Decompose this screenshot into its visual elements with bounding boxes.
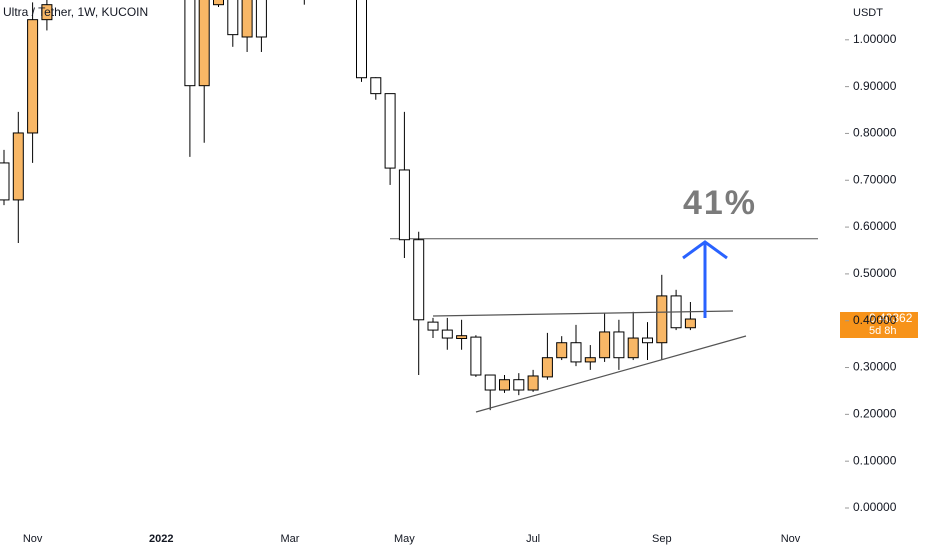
candle-body (0, 162, 10, 201)
candle-body (599, 331, 611, 359)
annotation: 41% (683, 184, 757, 222)
candle-body (613, 331, 625, 359)
countdown: 5d 8h (869, 325, 897, 337)
candle-body (684, 318, 696, 329)
y-tick-label: 0.30000 (853, 360, 897, 374)
candle-body (356, 0, 367, 79)
y-tick-label: 0.40000 (853, 313, 897, 327)
candle-body (384, 93, 396, 169)
candle-body (627, 337, 639, 359)
y-axis-label: USDT (853, 7, 883, 19)
candle-body (398, 169, 410, 241)
plot-area (0, 0, 818, 411)
y-tick-label: 0.90000 (853, 79, 897, 93)
y-tick-label: 0.50000 (853, 266, 897, 280)
candle-body (41, 4, 53, 21)
candle-body (370, 77, 382, 95)
candle-body (541, 357, 553, 378)
candle-body (642, 337, 653, 344)
arrow (682, 240, 728, 318)
candle-body (255, 0, 267, 38)
candle-body (427, 321, 439, 331)
x-tick-label: Sep (652, 533, 672, 545)
candle-body (241, 0, 253, 38)
y-tick-label: 0.60000 (853, 219, 897, 233)
candle-body (12, 132, 24, 201)
x-tick-label: Jul (526, 533, 540, 545)
x-tick-label: Mar (281, 533, 300, 545)
candle-body (470, 336, 482, 376)
candle-body (413, 239, 425, 321)
y-tick-label: 0.20000 (853, 407, 897, 421)
y-tick-label: 0.70000 (853, 172, 897, 186)
candle-body (27, 19, 39, 134)
y-tick-label: 0.80000 (853, 126, 897, 140)
x-tick-label: 2022 (149, 533, 173, 545)
candle-body (227, 0, 239, 36)
support-line (475, 335, 747, 413)
y-tick-label: 1.00000 (853, 32, 897, 46)
x-tick-label: Nov (781, 533, 801, 545)
candle-body (570, 342, 582, 363)
candle-body (198, 0, 210, 87)
resistance-line (432, 310, 734, 317)
candle-body (184, 0, 196, 87)
chart-title: Ultra / Tether, 1W, KUCOIN (3, 5, 148, 19)
y-tick-label: 0.10000 (853, 453, 897, 467)
price-tag (840, 312, 918, 338)
candle-body (556, 342, 568, 359)
candle-body (513, 379, 525, 391)
x-tick-label: May (394, 533, 415, 545)
candle-body (584, 357, 596, 363)
x-tick-label: Nov (23, 533, 43, 545)
candle-body (656, 295, 668, 344)
candle-body (213, 0, 224, 6)
last-price: 0.40362 (869, 311, 913, 325)
candle-body (527, 375, 539, 391)
candle-body (484, 374, 496, 391)
candle-body (441, 329, 453, 339)
candle-body (456, 335, 468, 340)
candle-body (499, 379, 510, 391)
y-tick-label: 0.00000 (853, 500, 897, 514)
